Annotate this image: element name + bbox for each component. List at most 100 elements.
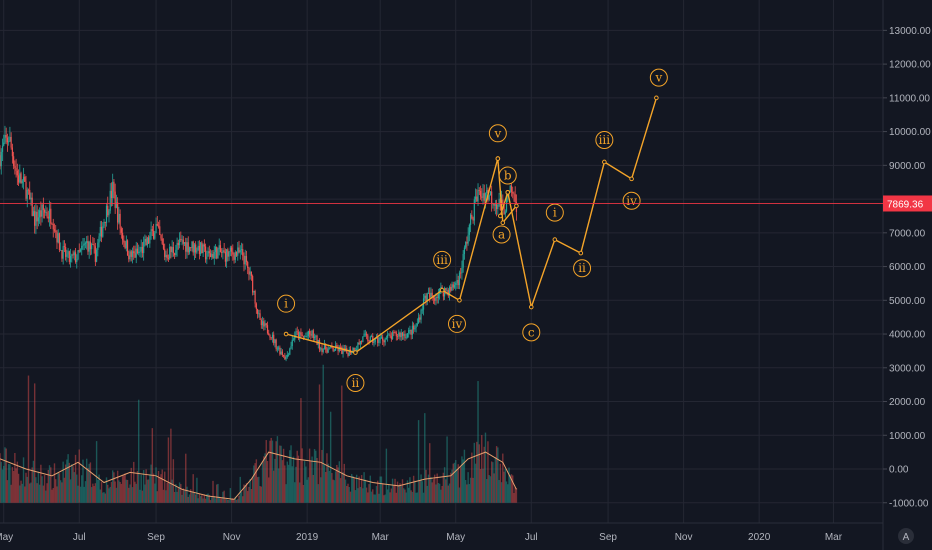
candle-body bbox=[265, 323, 267, 326]
volume-bar bbox=[508, 467, 510, 503]
candle-body bbox=[337, 348, 339, 352]
candle-body bbox=[320, 348, 322, 350]
candle-body bbox=[276, 348, 279, 350]
volume-bar bbox=[52, 488, 54, 503]
candle-body bbox=[502, 199, 504, 205]
volume-bar bbox=[109, 486, 111, 503]
candle-body bbox=[408, 330, 410, 334]
candle-body bbox=[107, 205, 109, 216]
candle-body bbox=[503, 204, 505, 215]
candle-body bbox=[26, 189, 28, 199]
candle-body bbox=[453, 284, 456, 288]
volume-bar bbox=[93, 486, 95, 503]
candle-body bbox=[84, 243, 87, 244]
candle-body bbox=[367, 335, 369, 341]
auto-scale-button[interactable]: A bbox=[898, 528, 914, 544]
volume-bar bbox=[354, 490, 357, 503]
candle-body bbox=[105, 205, 108, 223]
volume-bar bbox=[253, 465, 255, 503]
volume-bar bbox=[227, 499, 229, 503]
candle-body bbox=[174, 253, 176, 256]
candle-body bbox=[187, 242, 189, 253]
candle-body bbox=[161, 238, 163, 244]
volume-bar bbox=[300, 398, 302, 503]
candle-body bbox=[496, 204, 498, 210]
volume-bar bbox=[383, 495, 385, 503]
candle-body bbox=[244, 256, 246, 265]
candle-body bbox=[36, 211, 38, 222]
volume-bar bbox=[35, 477, 37, 503]
candle-body bbox=[474, 196, 477, 200]
volume-bar bbox=[15, 468, 17, 503]
candle-body bbox=[114, 191, 116, 208]
volume-bar bbox=[318, 384, 321, 503]
volume-bar bbox=[211, 497, 213, 503]
candle-body bbox=[217, 249, 219, 259]
volume-bar bbox=[272, 470, 275, 503]
current-price-label-bg bbox=[883, 195, 932, 212]
candle-body bbox=[478, 190, 480, 191]
candle-body bbox=[245, 256, 248, 263]
candle-body bbox=[141, 247, 144, 254]
candle-body bbox=[196, 250, 198, 253]
candle-body bbox=[216, 247, 218, 259]
wave-point bbox=[500, 220, 506, 225]
volume-bar bbox=[10, 484, 12, 503]
candle-body bbox=[209, 253, 212, 258]
volume-bar bbox=[312, 474, 315, 503]
volume-bar bbox=[458, 487, 461, 503]
candle-body bbox=[181, 239, 183, 241]
volume-bar bbox=[151, 428, 154, 503]
volume-bar bbox=[191, 491, 193, 503]
auto-scale-button-label[interactable]: A bbox=[903, 532, 910, 543]
price-axis[interactable]: 13000.0012000.0011000.0010000.009000.008… bbox=[883, 26, 931, 509]
candle-body bbox=[253, 290, 255, 293]
time-axis[interactable]: May Jul Sep Nov 2019 Mar May Jul Sep Nov 2020 Mar bbox=[0, 532, 843, 543]
wave-label: iii bbox=[436, 253, 448, 267]
candle-body bbox=[483, 193, 485, 201]
volume-bar bbox=[156, 491, 158, 503]
volume-bar bbox=[90, 487, 93, 503]
volume-bar bbox=[216, 484, 218, 503]
candle-body bbox=[387, 334, 389, 338]
candle-body bbox=[252, 275, 254, 293]
candle-body bbox=[47, 216, 49, 219]
candle-body bbox=[339, 347, 342, 348]
volume-bar bbox=[291, 466, 293, 503]
volume-bar bbox=[401, 479, 404, 503]
volume-bar bbox=[472, 477, 474, 503]
candle-body bbox=[491, 191, 493, 204]
volume-bar bbox=[98, 474, 100, 503]
volume-bar bbox=[492, 462, 494, 503]
candle-body bbox=[222, 250, 224, 253]
volume-bar bbox=[223, 490, 225, 503]
volume-bars bbox=[0, 364, 518, 503]
auto-scale-button-circle[interactable] bbox=[898, 528, 914, 544]
candle-body bbox=[424, 295, 426, 299]
candle-body bbox=[368, 340, 370, 342]
volume-bar bbox=[308, 448, 311, 503]
candle-body bbox=[9, 136, 11, 142]
candle-body bbox=[437, 293, 440, 298]
candle-body bbox=[385, 337, 387, 339]
volume-bar bbox=[12, 470, 15, 503]
candle-body bbox=[144, 238, 146, 242]
volume-bar bbox=[258, 476, 260, 503]
volume-bar bbox=[452, 463, 454, 503]
volume-bar bbox=[73, 472, 76, 503]
volume-bar bbox=[391, 478, 394, 503]
time-tick-label: Sep bbox=[599, 532, 617, 543]
candle-body bbox=[154, 233, 156, 239]
candle-body bbox=[325, 344, 327, 350]
volume-bar bbox=[103, 492, 105, 503]
candle-body bbox=[468, 224, 470, 235]
volume-bar bbox=[149, 474, 151, 503]
candle-body bbox=[259, 313, 261, 320]
price-tick-label: -1000.00 bbox=[889, 498, 929, 509]
volume-bar bbox=[168, 482, 171, 503]
candle-body bbox=[405, 337, 407, 339]
volume-bar bbox=[19, 485, 21, 503]
price-tick-label: 7000.00 bbox=[889, 228, 926, 239]
